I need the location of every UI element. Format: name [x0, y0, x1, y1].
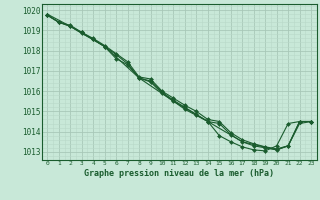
X-axis label: Graphe pression niveau de la mer (hPa): Graphe pression niveau de la mer (hPa): [84, 169, 274, 178]
